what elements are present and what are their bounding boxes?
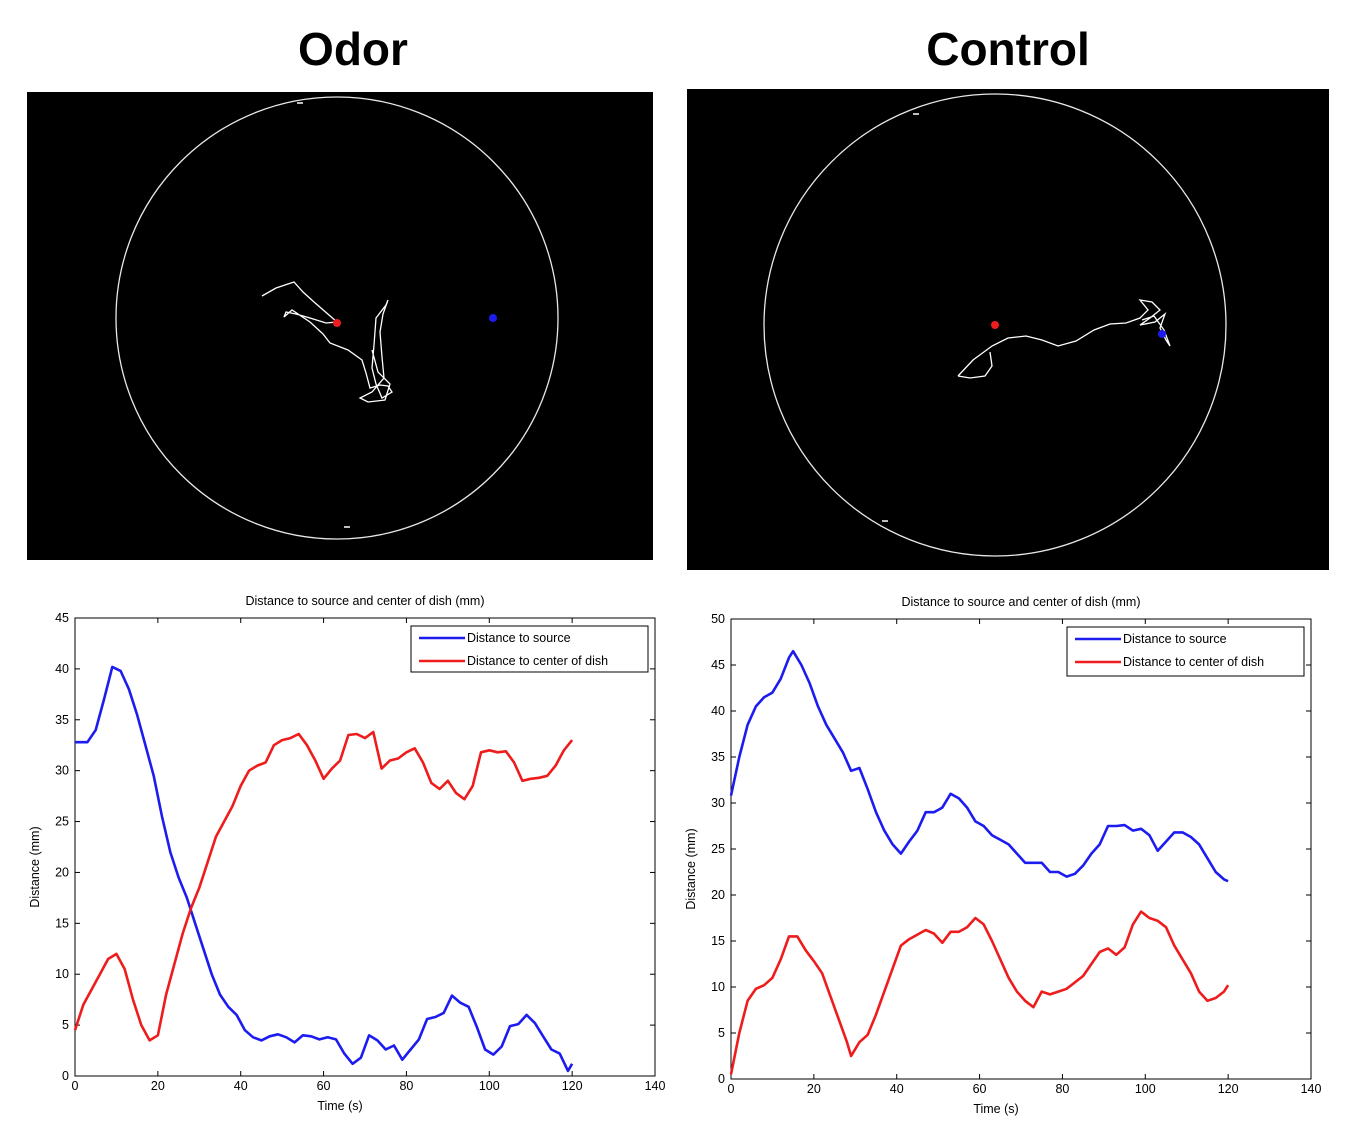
x-tick-label: 20 bbox=[807, 1082, 821, 1096]
y-tick-label: 35 bbox=[711, 750, 725, 764]
y-tick-label: 50 bbox=[711, 612, 725, 626]
y-tick-label: 15 bbox=[711, 934, 725, 948]
chart-title: Distance to source and center of dish (m… bbox=[246, 594, 485, 608]
x-tick-label: 40 bbox=[890, 1082, 904, 1096]
center-dot-odor bbox=[333, 319, 341, 327]
y-tick-label: 5 bbox=[62, 1018, 69, 1032]
x-tick-label: 0 bbox=[728, 1082, 735, 1096]
y-tick-label: 20 bbox=[711, 888, 725, 902]
larva-track-loop-control bbox=[957, 351, 993, 379]
chart-title: Distance to source and center of dish (m… bbox=[902, 595, 1141, 609]
y-tick-label: 10 bbox=[711, 980, 725, 994]
y-tick-label: 20 bbox=[55, 865, 69, 879]
y-tick-label: 25 bbox=[711, 842, 725, 856]
y-tick-label: 40 bbox=[55, 662, 69, 676]
panel-title-odor: Odor bbox=[298, 23, 408, 75]
legend-label: Distance to source bbox=[1123, 632, 1227, 646]
x-tick-label: 60 bbox=[317, 1079, 331, 1093]
chart-0: Distance to source and center of dish (m… bbox=[28, 594, 665, 1113]
track-image-odor bbox=[27, 92, 653, 560]
legend-label: Distance to source bbox=[467, 631, 571, 645]
source-dot-control bbox=[1158, 330, 1166, 338]
y-tick-label: 45 bbox=[711, 658, 725, 672]
y-axis-label: Distance (mm) bbox=[684, 828, 698, 909]
center-dot-control bbox=[991, 321, 999, 329]
y-tick-label: 30 bbox=[711, 796, 725, 810]
chart-1: Distance to source and center of dish (m… bbox=[684, 595, 1321, 1116]
y-tick-label: 0 bbox=[62, 1069, 69, 1083]
legend-label: Distance to center of dish bbox=[467, 654, 608, 668]
larva-track-odor bbox=[261, 281, 393, 403]
x-tick-label: 120 bbox=[562, 1079, 583, 1093]
plot-frame bbox=[74, 617, 656, 1077]
y-tick-label: 35 bbox=[55, 713, 69, 727]
x-tick-label: 100 bbox=[479, 1079, 500, 1093]
larva-track-control bbox=[957, 299, 1171, 377]
x-tick-label: 140 bbox=[645, 1079, 666, 1093]
y-tick-label: 10 bbox=[55, 967, 69, 981]
series-line-source bbox=[75, 665, 574, 1073]
x-tick-label: 100 bbox=[1135, 1082, 1156, 1096]
y-tick-label: 40 bbox=[711, 704, 725, 718]
y-tick-label: 5 bbox=[718, 1026, 725, 1040]
x-axis-label: Time (s) bbox=[973, 1102, 1018, 1116]
plot-frame bbox=[730, 618, 1312, 1080]
x-tick-label: 120 bbox=[1218, 1082, 1239, 1096]
series-line-center bbox=[73, 730, 574, 1042]
x-tick-label: 140 bbox=[1301, 1082, 1322, 1096]
y-tick-label: 15 bbox=[55, 916, 69, 930]
source-dot-odor bbox=[489, 314, 497, 322]
y-tick-label: 0 bbox=[718, 1072, 725, 1086]
legend-box bbox=[410, 625, 649, 673]
panel-title-control: Control bbox=[926, 23, 1090, 75]
track-image-control bbox=[687, 89, 1329, 570]
y-tick-label: 30 bbox=[55, 764, 69, 778]
x-tick-label: 80 bbox=[399, 1079, 413, 1093]
legend-label: Distance to center of dish bbox=[1123, 655, 1264, 669]
y-tick-label: 25 bbox=[55, 815, 69, 829]
x-tick-label: 0 bbox=[72, 1079, 79, 1093]
series-line-source bbox=[729, 649, 1229, 883]
dish-outline-control bbox=[763, 93, 1227, 557]
x-tick-label: 80 bbox=[1055, 1082, 1069, 1096]
distance-charts: Distance to source and center of dish (m… bbox=[28, 594, 1321, 1116]
series-line-center bbox=[729, 910, 1230, 1075]
dish-outline-odor bbox=[115, 96, 559, 540]
legend-box bbox=[1066, 626, 1305, 677]
y-tick-label: 45 bbox=[55, 611, 69, 625]
x-tick-label: 20 bbox=[151, 1079, 165, 1093]
x-tick-label: 40 bbox=[234, 1079, 248, 1093]
x-axis-label: Time (s) bbox=[317, 1099, 362, 1113]
x-tick-label: 60 bbox=[973, 1082, 987, 1096]
y-axis-label: Distance (mm) bbox=[28, 826, 42, 907]
